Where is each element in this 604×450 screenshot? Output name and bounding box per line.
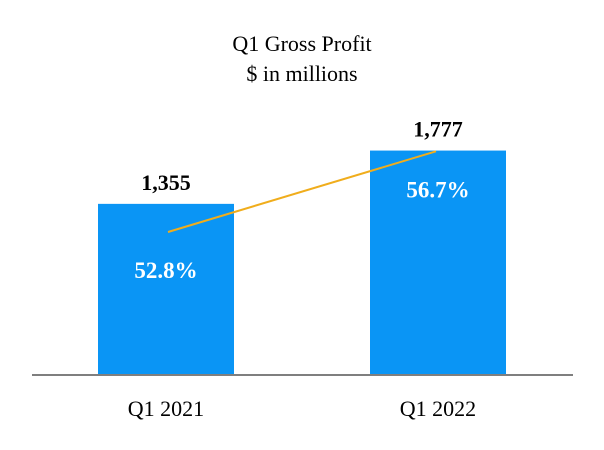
chart-subtitle: $ in millions — [246, 61, 357, 86]
x-axis-ticks: Q1 2021 Q1 2022 — [128, 396, 476, 421]
margin-value-label-1: 52.8% — [134, 258, 197, 283]
x-tick-label-1: Q1 2021 — [128, 396, 204, 421]
margin-line — [167, 150, 437, 233]
bar-series — [98, 150, 506, 375]
bar-value-label-1: 1,355 — [141, 170, 191, 195]
chart-title: Q1 Gross Profit — [232, 31, 371, 56]
bar-value-label-2: 1,777 — [413, 117, 463, 142]
bar-1 — [98, 203, 234, 375]
data-labels: 1,355 52.8% 1,777 56.7% — [134, 117, 469, 283]
bar-2 — [370, 150, 506, 375]
x-tick-label-2: Q1 2022 — [400, 396, 476, 421]
margin-line-series — [167, 150, 437, 233]
margin-value-label-2: 56.7% — [406, 177, 469, 202]
